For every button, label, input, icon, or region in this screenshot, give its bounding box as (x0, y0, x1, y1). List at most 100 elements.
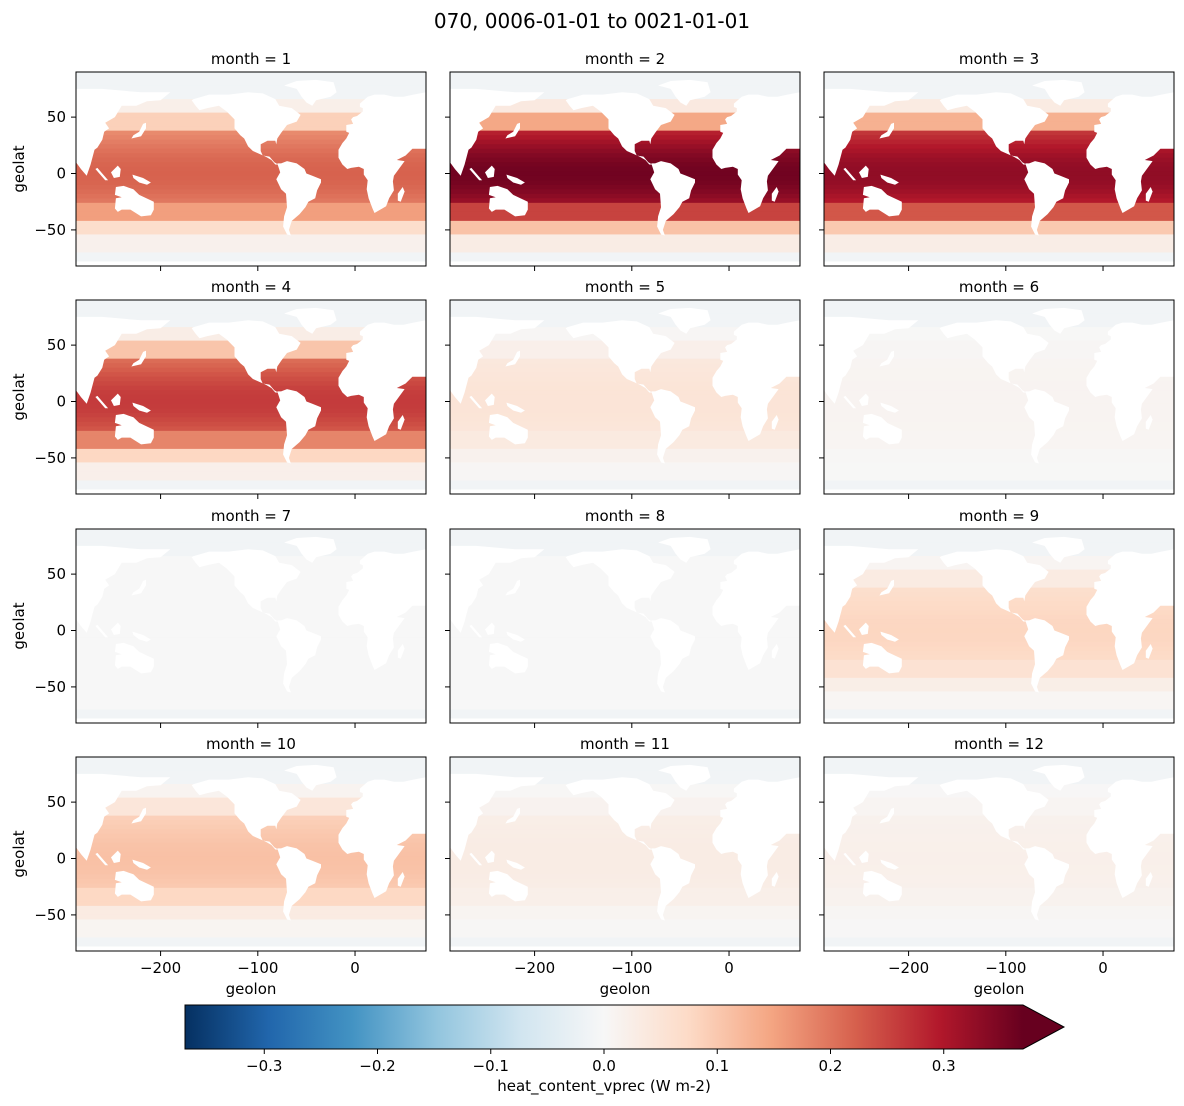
heatmap-band (76, 403, 426, 409)
heatmap-band (824, 234, 1174, 240)
land-greenland (1032, 79, 1085, 106)
heatmap-band (450, 175, 800, 181)
heatmap-band (450, 704, 800, 711)
heatmap-band (450, 677, 800, 683)
heatmap-band (450, 874, 800, 880)
colorbar-gradient (185, 1005, 1023, 1049)
heatmap-band (450, 81, 800, 87)
heatmap-band (450, 878, 800, 884)
land-borneo (859, 622, 869, 635)
heatmap-band (76, 650, 426, 656)
heatmap-band (76, 847, 426, 853)
heatmap-band (824, 466, 1174, 473)
heatmap-band (450, 542, 800, 548)
land-sumatra (843, 852, 857, 866)
land-asia-east (450, 88, 545, 176)
panel-title: month = 9 (959, 507, 1039, 525)
heatmap-band (76, 81, 426, 87)
heatmap-band (450, 394, 800, 400)
heatmap-band (824, 309, 1174, 315)
heatmap-band (76, 761, 426, 767)
land-north-america (191, 92, 301, 165)
land-japan (505, 807, 520, 824)
heatmap-band (76, 421, 426, 427)
land-sumatra (95, 852, 109, 866)
heatmap-band (450, 673, 800, 679)
heatmap-band (76, 480, 426, 486)
panel-frame (75, 71, 427, 267)
land-japan (505, 579, 520, 596)
heatmap-band (450, 619, 800, 625)
land-sumatra (469, 852, 483, 866)
heatmap-band (76, 923, 426, 930)
heatmap-field (450, 72, 800, 266)
land-greenland (284, 764, 337, 791)
panel-month-11: month = 11 −200 −100 0 geolon (445, 735, 801, 998)
panel-title: month = 8 (585, 507, 665, 525)
heatmap-band (824, 833, 1174, 839)
heatmap-band (76, 408, 426, 414)
heatmap-band (450, 198, 800, 204)
xtick-label: −100 (611, 959, 652, 977)
land-japan (505, 350, 520, 367)
heatmap-band (824, 72, 1174, 78)
heatmap-band (76, 72, 426, 78)
heatmap-band (450, 225, 800, 231)
heatmap-band (76, 466, 426, 473)
heatmap-band (450, 869, 800, 875)
heatmap-band (450, 300, 800, 306)
land-asia-east (450, 316, 545, 404)
colorbar-tick-label: −0.2 (359, 1057, 395, 1075)
land-north-america (565, 92, 675, 165)
heatmap-band (824, 238, 1174, 245)
heatmap-band (450, 860, 800, 866)
heatmap-band (450, 466, 800, 473)
heatmap-band (824, 207, 1174, 213)
heatmap-band (450, 471, 800, 477)
colorbar-ticks: −0.3 −0.2 −0.1 0.0 0.1 0.2 0.3 (246, 1049, 956, 1075)
land-madagascar (1145, 415, 1153, 430)
heatmap-band (450, 610, 800, 616)
land-greenland (284, 536, 337, 563)
panel-month-3: month = 3 (819, 50, 1175, 271)
land-asia-east (76, 316, 171, 404)
heatmap-band (824, 225, 1174, 231)
land-africa-eurasia (338, 777, 426, 898)
land-japan (879, 579, 894, 596)
panel-month-9: month = 9 (819, 507, 1175, 728)
land-africa-eurasia (1086, 320, 1174, 441)
heatmap-band (824, 448, 1174, 454)
heatmap-band (450, 153, 800, 159)
heatmap-band (824, 256, 1174, 263)
heatmap-band (450, 919, 800, 925)
y-axis-label: geolat (10, 373, 28, 420)
heatmap-band (450, 304, 800, 310)
land-greenland (658, 79, 711, 106)
heatmap-band (824, 184, 1174, 190)
heatmap-band (824, 304, 1174, 310)
heatmap-band (824, 637, 1174, 643)
heatmap-band (450, 691, 800, 697)
panel-title: month = 2 (585, 50, 665, 68)
heatmap-band (76, 709, 426, 715)
heatmap-band (76, 193, 426, 199)
land-madagascar (397, 187, 405, 202)
land-africa-eurasia (712, 549, 800, 670)
heatmap-band (824, 766, 1174, 772)
heatmap-band (824, 394, 1174, 400)
land-madagascar (397, 415, 405, 430)
land-new-guinea (132, 859, 151, 870)
panel-title: month = 3 (959, 50, 1039, 68)
panel-frame (823, 756, 1175, 952)
heatmap-band (450, 313, 800, 319)
heatmap-band (450, 247, 800, 254)
land-africa-eurasia (1086, 92, 1174, 213)
heatmap-field (76, 757, 426, 951)
ytick-label: 50 (47, 336, 66, 354)
heatmap-band (824, 655, 1174, 661)
heatmap-field (824, 300, 1174, 494)
heatmap-band (824, 896, 1174, 902)
land-australia (114, 413, 154, 445)
heatmap-field (76, 300, 426, 494)
heatmap-band (824, 385, 1174, 391)
